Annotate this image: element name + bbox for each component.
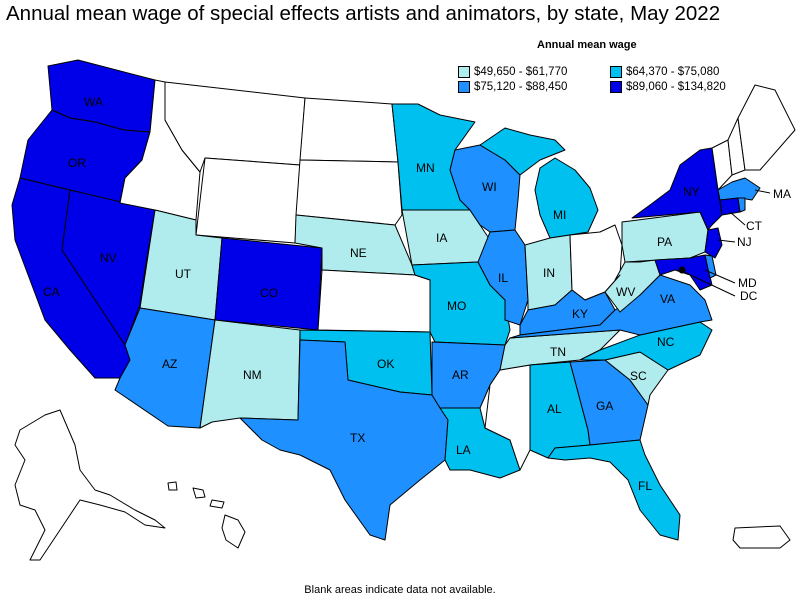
legend-swatch-1 xyxy=(458,66,470,78)
territory-pr[interactable] xyxy=(732,525,791,549)
state-co[interactable] xyxy=(214,237,323,331)
legend-label-4: $89,060 - $134,820 xyxy=(626,81,726,93)
legend-swatch-3 xyxy=(458,81,470,93)
label-ga: GA xyxy=(596,399,613,413)
legend-item-3: $75,120 - $88,450 xyxy=(458,81,567,93)
label-dc: DC xyxy=(740,289,758,303)
label-wi: WI xyxy=(482,180,497,194)
label-fl: FL xyxy=(638,479,652,493)
state-hi-2[interactable] xyxy=(192,487,206,499)
label-az: AZ xyxy=(162,357,177,371)
label-nc: NC xyxy=(657,335,675,349)
state-nj[interactable] xyxy=(704,227,723,259)
leader-dc xyxy=(683,271,736,297)
state-tn[interactable] xyxy=(499,329,621,371)
label-va: VA xyxy=(660,292,675,306)
legend-label-3: $75,120 - $88,450 xyxy=(474,81,568,93)
label-ct: CT xyxy=(746,219,763,233)
state-mi[interactable] xyxy=(534,157,599,239)
state-nd[interactable] xyxy=(299,97,399,163)
label-ut: UT xyxy=(175,267,192,281)
label-ar: AR xyxy=(452,368,469,382)
state-me[interactable] xyxy=(737,84,796,171)
state-hi[interactable] xyxy=(221,514,246,549)
label-pa: PA xyxy=(657,235,672,249)
label-ne: NE xyxy=(350,246,367,260)
state-ri[interactable] xyxy=(737,197,746,213)
label-mi: MI xyxy=(553,208,566,222)
label-sc: SC xyxy=(630,369,647,383)
map-title: Annual mean wage of special effects arti… xyxy=(6,2,721,25)
label-in: IN xyxy=(543,266,555,280)
label-ma: MA xyxy=(773,187,791,201)
label-mn: MN xyxy=(416,161,435,175)
label-ok: OK xyxy=(377,357,394,371)
legend-title: Annual mean wage xyxy=(537,39,637,51)
state-la[interactable] xyxy=(439,407,521,479)
label-la: LA xyxy=(456,443,471,457)
state-hi-4[interactable] xyxy=(167,481,178,491)
label-al: AL xyxy=(547,402,562,416)
state-hi-3[interactable] xyxy=(209,499,225,509)
legend-label-2: $64,370 - $75,080 xyxy=(626,66,720,78)
leader-ma xyxy=(754,189,771,194)
state-fl[interactable] xyxy=(547,439,681,541)
legend-label-1: $49,650 - $61,770 xyxy=(474,66,568,78)
state-dc[interactable] xyxy=(678,266,686,274)
state-ky[interactable] xyxy=(519,289,616,336)
legend-item-2: $64,370 - $75,080 xyxy=(610,66,719,78)
leader-nj xyxy=(717,239,736,243)
label-ny: NY xyxy=(683,185,700,199)
state-wy[interactable] xyxy=(195,157,301,244)
label-md: MD xyxy=(738,276,757,290)
label-ca: CA xyxy=(43,285,60,299)
label-ky: KY xyxy=(572,307,588,321)
state-ks[interactable] xyxy=(317,269,431,333)
leader-ct xyxy=(729,211,746,226)
label-ia: IA xyxy=(436,231,447,245)
legend-item-1: $49,650 - $61,770 xyxy=(458,66,567,78)
state-il[interactable] xyxy=(477,229,529,326)
legend-swatch-2 xyxy=(610,66,622,78)
state-mi-up[interactable] xyxy=(479,127,566,176)
leader-md xyxy=(704,269,736,284)
label-mo: MO xyxy=(447,299,466,313)
label-nv: NV xyxy=(100,251,117,265)
label-wv: WV xyxy=(616,285,635,299)
state-sd[interactable] xyxy=(295,159,403,226)
label-il: IL xyxy=(498,271,508,285)
label-or: OR xyxy=(68,156,86,170)
label-nm: NM xyxy=(243,368,262,382)
label-wa: WA xyxy=(84,95,103,109)
state-tx[interactable] xyxy=(239,339,449,541)
state-ak[interactable] xyxy=(14,409,166,561)
footnote: Blank areas indicate data not available. xyxy=(304,584,496,596)
label-tx: TX xyxy=(350,431,365,445)
label-nj: NJ xyxy=(737,235,752,249)
legend-item-4: $89,060 - $134,820 xyxy=(610,81,726,93)
legend-swatch-4 xyxy=(610,81,622,93)
label-co: CO xyxy=(260,286,278,300)
label-tn: TN xyxy=(550,345,566,359)
